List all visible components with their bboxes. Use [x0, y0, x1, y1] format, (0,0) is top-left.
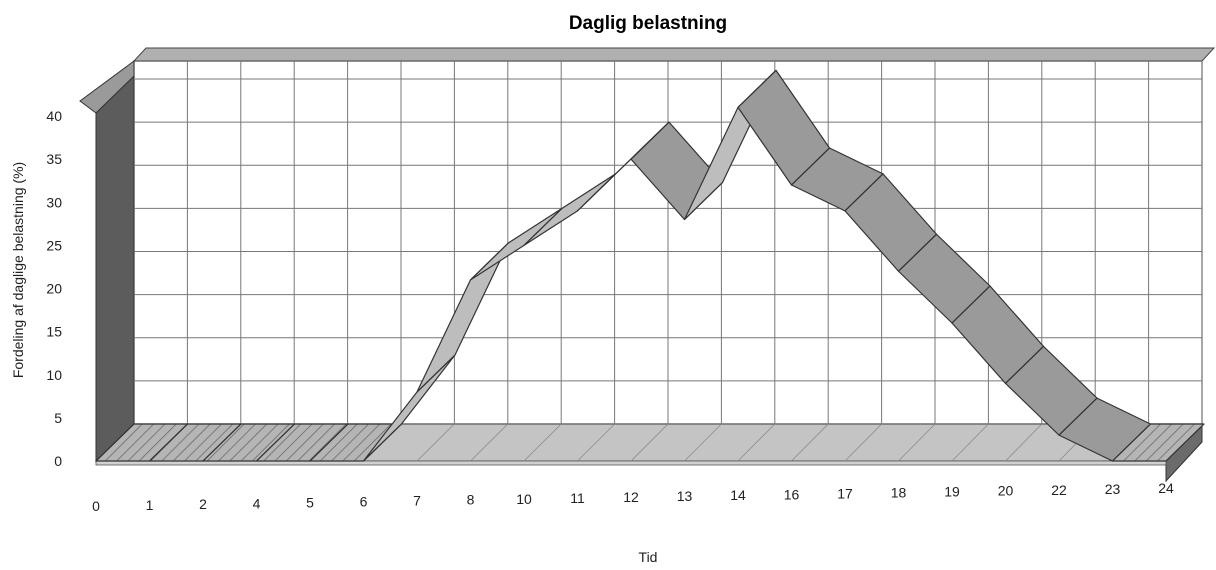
x-tick-label: 18 [891, 485, 907, 501]
x-tick-label: 16 [784, 486, 800, 502]
floor-gridline [684, 423, 722, 462]
x-tick-label: 0 [92, 498, 100, 514]
x-tick-label: 24 [1158, 480, 1174, 496]
x-tick-label: 5 [306, 494, 314, 510]
x-tick-label: 6 [360, 494, 368, 510]
data-point [951, 285, 991, 324]
floor-gridline [1005, 423, 1043, 462]
data-point [791, 147, 830, 186]
x-tick-label: 23 [1105, 481, 1121, 497]
data-point [844, 173, 884, 212]
data-point [470, 242, 509, 281]
y-tick-label: 15 [46, 324, 62, 340]
x-axis-ticks: 0 1 2 4 5 6 7 8 10 11 12 13 14 16 17 18 19 20 22 23 24 [92, 480, 1174, 514]
left-wall-rim [79, 60, 135, 114]
x-tick-label: 4 [253, 495, 261, 511]
x-tick-label: 1 [146, 497, 154, 513]
data-point [737, 70, 777, 108]
data-point [1112, 423, 1151, 462]
floor-gridline [630, 423, 669, 462]
y-tick-label: 0 [54, 453, 62, 469]
y-axis-label: Fordeling af daglige belastning (%) [10, 162, 26, 378]
data-point [1165, 423, 1205, 462]
x-tick-label: 19 [944, 484, 960, 500]
x-tick-label: 12 [623, 489, 639, 505]
data-point [256, 423, 295, 462]
data-point [363, 423, 402, 462]
left-wall [95, 74, 135, 463]
y-tick-label: 30 [46, 194, 62, 210]
y-tick-label: 25 [46, 237, 62, 253]
data-point [684, 182, 723, 220]
floor-gridline [951, 423, 989, 462]
data-point [630, 121, 670, 160]
wall-top-rim [132, 47, 1216, 62]
x-tick-label: 2 [199, 496, 207, 512]
data-point [416, 354, 456, 393]
floor-gridline [737, 423, 776, 462]
data-point [1005, 346, 1044, 384]
x-tick-label: 7 [413, 493, 421, 509]
y-tick-label: 5 [54, 410, 62, 426]
data-point [149, 423, 188, 462]
x-axis-label: Tid [639, 549, 658, 565]
data-point [577, 173, 616, 212]
x-tick-label: 14 [730, 487, 746, 503]
chart-title: Daglig belastning [569, 13, 727, 34]
x-tick-label: 10 [516, 491, 532, 507]
x-tick-label: 22 [1051, 482, 1067, 498]
data-point [898, 233, 937, 272]
floor-gridline [577, 423, 615, 462]
x-tick-label: 20 [998, 483, 1014, 499]
data-point [1058, 397, 1098, 436]
y-tick-label: 35 [46, 151, 62, 167]
data-point [309, 423, 349, 462]
x-tick-label: 11 [570, 490, 585, 506]
y-tick-label: 40 [46, 108, 62, 124]
x-tick-label: 17 [837, 485, 853, 501]
floor-gridline [523, 423, 562, 462]
floor-gridline [470, 423, 509, 462]
y-axis-ticks: 0 5 10 15 20 25 30 35 40 [46, 108, 62, 469]
floor-gridline [844, 423, 882, 462]
y-tick-label: 20 [46, 281, 62, 297]
y-tick-label: 10 [46, 367, 62, 383]
data-point [523, 208, 563, 246]
series-ribbon [95, 69, 1205, 462]
x-tick-label: 8 [467, 492, 475, 508]
floor-gridline [898, 423, 936, 462]
floor-gridline [416, 423, 455, 462]
data-point [95, 423, 135, 462]
floor-gridline [791, 423, 829, 462]
x-tick-label: 13 [677, 488, 693, 504]
data-point [202, 423, 242, 462]
plot-grid [134, 61, 1203, 462]
